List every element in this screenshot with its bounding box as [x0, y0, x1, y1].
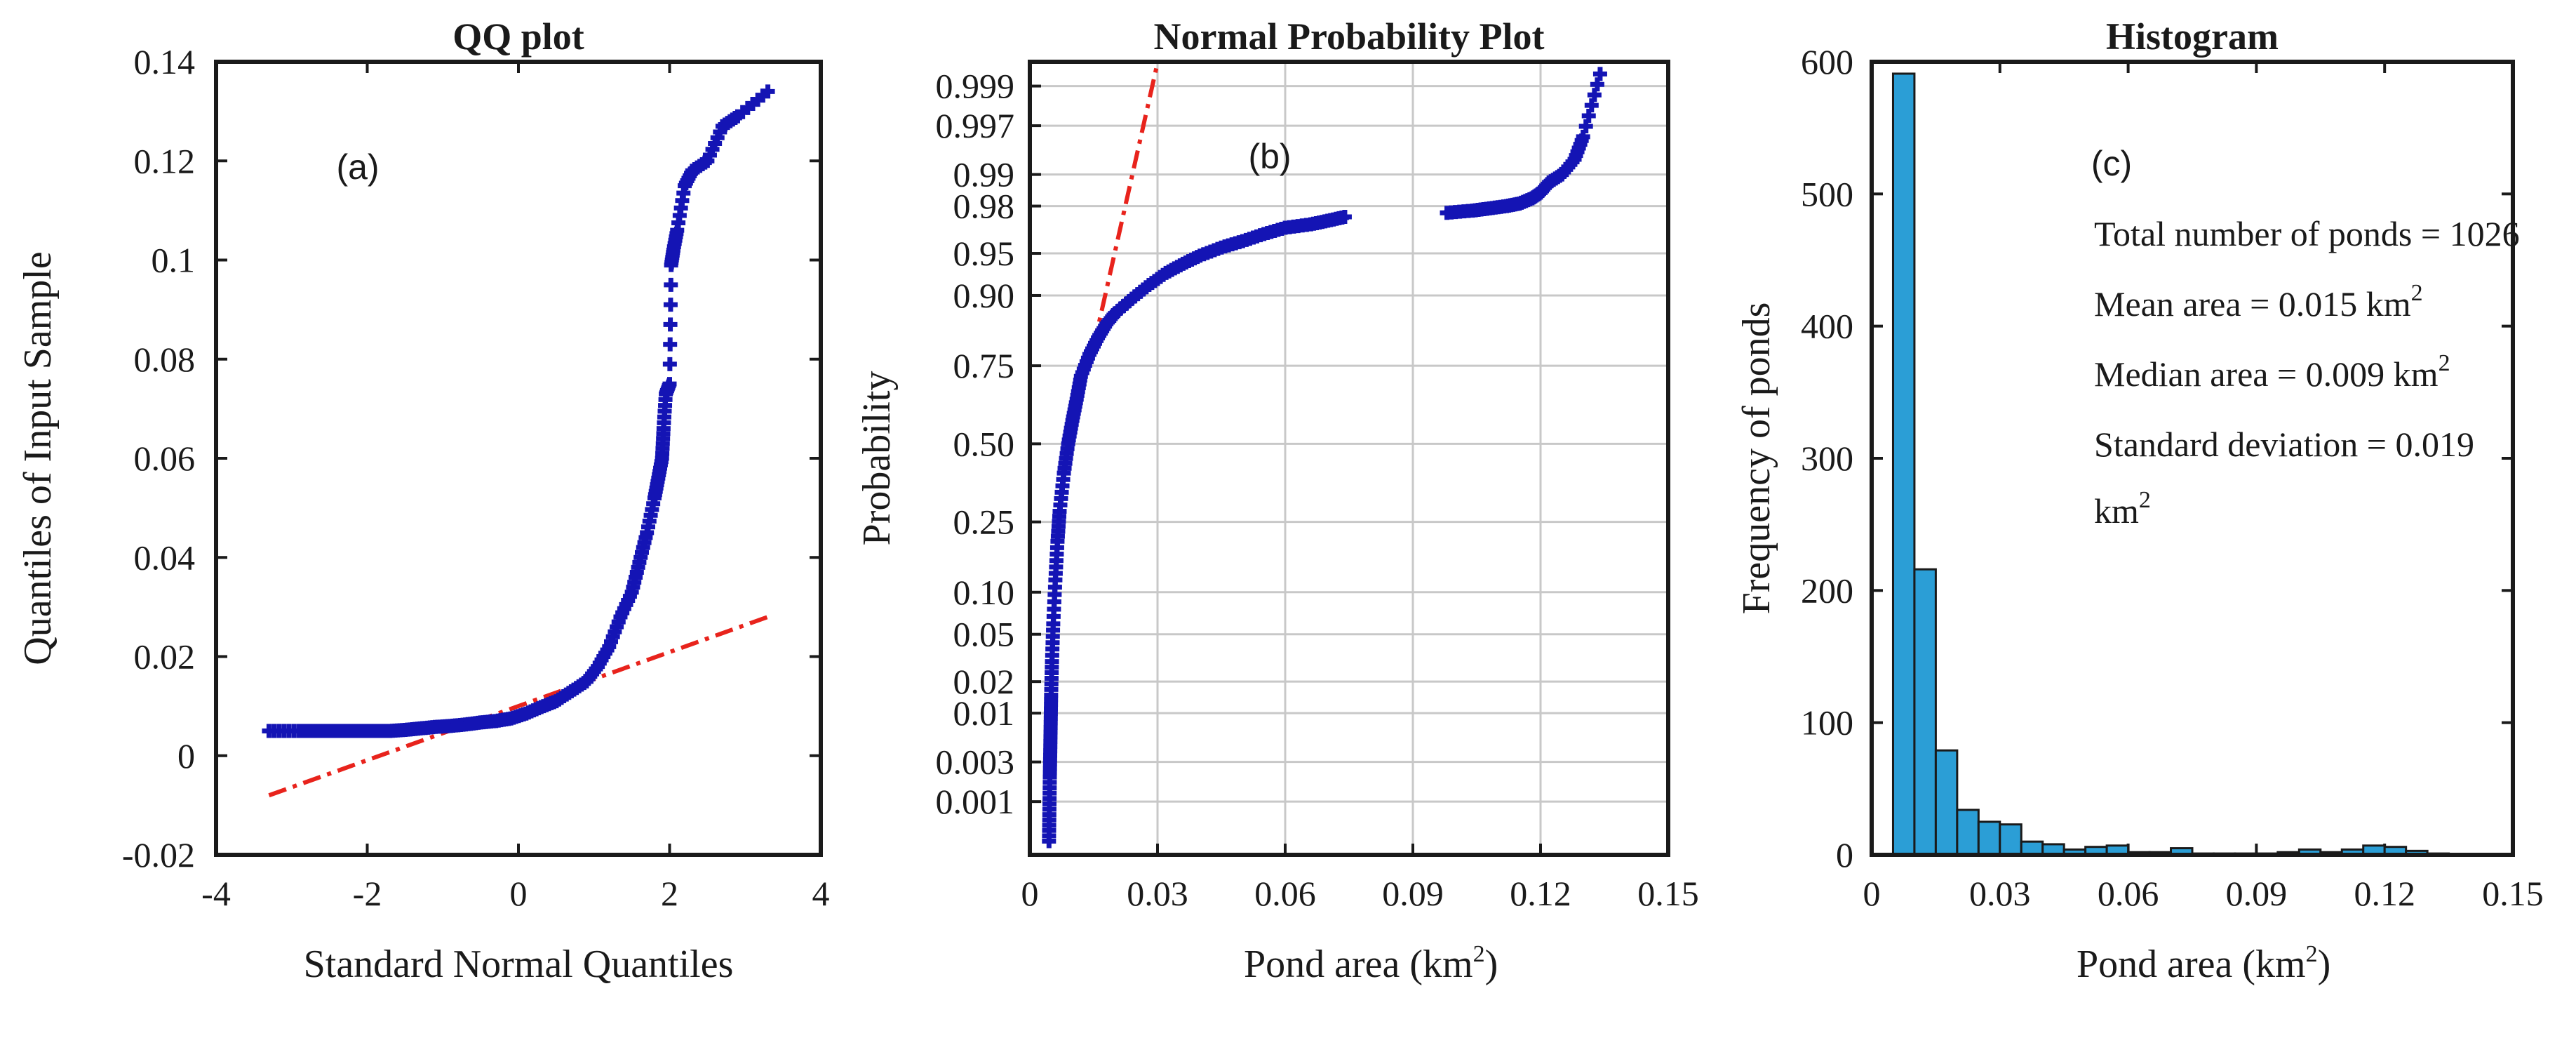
y-tick-label: 0.90	[953, 276, 1015, 315]
y-tick-label: 500	[1801, 174, 1853, 213]
qq-plot-panel: QQ plot -4 -2 0 2 4 -0.02 0 0.02 0.04 0.06 0.08 0.1 0…	[16, 15, 830, 986]
data-point	[1590, 77, 1604, 92]
y-tick-label: 200	[1801, 571, 1853, 610]
reference-line	[268, 615, 769, 798]
histogram-bar	[1977, 820, 2001, 856]
y-tick-label: 0.02	[953, 662, 1015, 701]
y-tick-label: 0.08	[134, 340, 196, 379]
stat-text: Standard deviation = 0.019	[2094, 425, 2474, 464]
reference-line	[1092, 62, 1160, 347]
chart-title: QQ plot	[452, 15, 584, 58]
y-axis-label: Probability	[855, 371, 899, 546]
data-point	[663, 317, 678, 332]
data-point	[663, 298, 678, 312]
stat-text: Median area = 0.009 km2	[2094, 350, 2450, 394]
x-axis-label: Pond area (km2)	[2077, 941, 2330, 986]
data-point	[1581, 109, 1596, 124]
data-point	[1584, 98, 1599, 113]
histogram-bar	[1999, 823, 2022, 856]
x-tick-label: 0.03	[1969, 874, 2031, 913]
data-point	[662, 357, 677, 371]
y-tick-label: 400	[1801, 307, 1853, 346]
x-tick-label: 0.15	[1637, 874, 1699, 913]
x-tick-label: 0.06	[1254, 874, 1316, 913]
y-tick-label: 0.02	[134, 637, 196, 677]
x-tick-label: 0.09	[2226, 874, 2288, 913]
data-point	[1576, 129, 1590, 144]
x-tick-label: 0.09	[1382, 874, 1444, 913]
data-point	[1587, 88, 1602, 102]
histogram-bar	[1956, 809, 1980, 856]
data-point	[1592, 67, 1607, 81]
data-point	[663, 337, 678, 352]
x-tick-label: 0.12	[2354, 874, 2415, 913]
y-tick-label: 0.98	[953, 187, 1015, 226]
data-point	[1337, 210, 1352, 225]
x-tick-label: 0	[1863, 874, 1881, 913]
panel-label: (a)	[336, 147, 379, 187]
plot-frame	[1870, 60, 2515, 857]
normal-probability-plot-panel: Normal Probability Plot 0 0.03 0.06 0.09 0.12…	[855, 15, 1699, 986]
y-tick-label: 0.10	[953, 573, 1015, 612]
x-tick-label: 0.06	[2098, 874, 2159, 913]
x-tick-label: 0.15	[2482, 874, 2544, 913]
histogram-bar	[1891, 72, 1916, 856]
stat-text: km2	[2094, 487, 2151, 531]
histogram-bar	[1913, 568, 1937, 856]
x-tick-label: 0	[1021, 874, 1039, 913]
y-tick-label: 0.25	[953, 503, 1015, 542]
y-tick-label: 0.001	[936, 782, 1015, 821]
y-tick-label: 0.99	[953, 155, 1015, 194]
panel-label: (b)	[1248, 137, 1291, 176]
x-tick-label: 0	[510, 874, 528, 913]
x-tick-label: -2	[353, 874, 382, 913]
y-tick-label: 0.14	[134, 42, 196, 81]
x-axis-label: Standard Normal Quantiles	[304, 943, 734, 986]
stat-text: Total number of ponds = 1026	[2094, 214, 2520, 253]
y-tick-label: 0.003	[936, 743, 1015, 782]
chart-title: Histogram	[2106, 15, 2279, 58]
x-tick-label: 2	[661, 874, 678, 913]
y-tick-label: 0.04	[134, 538, 196, 577]
x-tick-label: 0.12	[1510, 874, 1571, 913]
y-axis-label: Frequency of ponds	[1735, 302, 1778, 615]
data-point	[760, 84, 775, 99]
y-tick-label: 0.50	[953, 424, 1015, 463]
stat-text: Mean area = 0.015 km2	[2094, 280, 2423, 324]
y-tick-label: -0.02	[122, 835, 195, 874]
y-tick-label: 0.95	[953, 234, 1015, 273]
y-tick-label: 300	[1801, 439, 1853, 478]
y-tick-label: 0.05	[953, 615, 1015, 654]
y-tick-label: 0.999	[936, 67, 1015, 106]
panel-label: (c)	[2091, 144, 2132, 183]
x-axis-label: Pond area (km2)	[1244, 941, 1498, 986]
chart-title: Normal Probability Plot	[1154, 15, 1545, 58]
y-axis-label: Quantiles of Input Sample	[16, 251, 60, 665]
y-tick-label: 100	[1801, 703, 1853, 743]
y-tick-label: 0.997	[936, 106, 1015, 145]
data-point	[664, 277, 678, 292]
histogram-panel: Histogram 0 0.03 0.06 0.09 0.12 0.15 0 100 200 300…	[1735, 15, 2544, 986]
y-tick-label: 0.12	[134, 141, 196, 180]
histogram-bar	[1934, 749, 1959, 856]
data-point	[1578, 119, 1593, 133]
plot-frame	[214, 60, 823, 857]
y-tick-label: 0	[177, 736, 195, 776]
x-tick-label: 0.03	[1127, 874, 1188, 913]
plot-frame	[1028, 60, 1670, 857]
y-tick-label: 0.75	[953, 346, 1015, 385]
y-tick-label: 0.06	[134, 439, 196, 478]
y-tick-label: 0.1	[152, 241, 196, 280]
y-tick-label: 600	[1801, 42, 1853, 81]
x-tick-label: 4	[812, 874, 830, 913]
x-tick-label: -4	[201, 874, 231, 913]
data-point	[662, 377, 677, 392]
y-tick-label: 0	[1836, 835, 1853, 874]
y-tick-label: 0.01	[953, 693, 1015, 733]
